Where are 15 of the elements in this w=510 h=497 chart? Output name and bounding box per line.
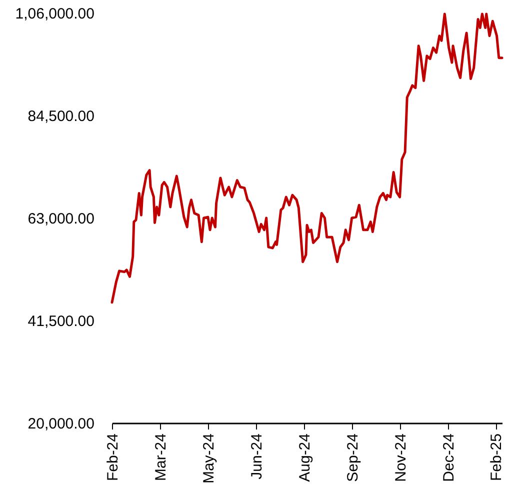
y-tick-label: 20,000.00 [28,416,94,432]
line-series [110,12,504,304]
x-tick-label: Sep-24 [344,434,362,482]
x-tick-label: Aug-24 [296,434,314,482]
x-tick-label: May-24 [200,434,218,484]
x-tick-label: Feb-24 [104,434,122,482]
y-tick-label: 63,000.00 [28,210,94,228]
y-tick-label: 1,06,000.00 [15,6,94,22]
x-tick-label: Jun-24 [248,434,266,480]
x-tick-label: Dec-24 [440,434,458,482]
x-tick-label: Nov-24 [392,434,410,482]
y-tick-label: 41,500.00 [28,313,94,330]
x-tick-label: Mar-24 [152,434,170,482]
y-tick-label: 84,500.00 [28,108,94,125]
x-tick-label: Feb-25 [488,434,506,482]
